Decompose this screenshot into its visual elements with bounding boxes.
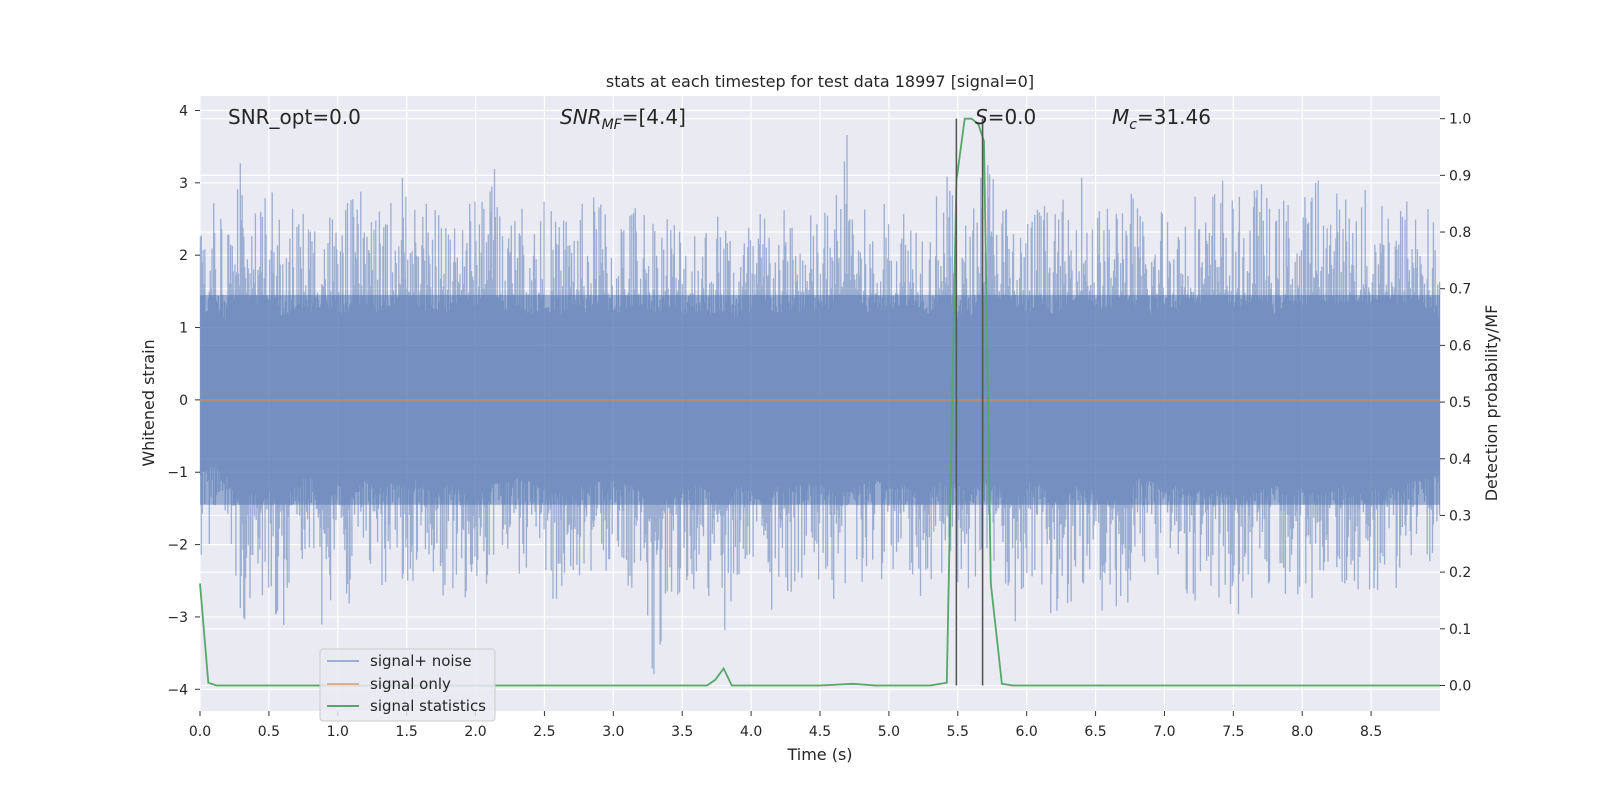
x-tick-label: 6.5 (1084, 724, 1106, 740)
y2-tick-label: 0.6 (1449, 338, 1471, 354)
x-tick-label: 3.0 (602, 724, 624, 740)
axes: 0.0 0.5 1.0 1.5 2.0 2.5 3.0 3.5 4.0 4.5 5.0 5.5 6.0 6… (167, 103, 1471, 740)
x-tick-label: 1.0 (327, 724, 349, 740)
x-tick-label: 8.5 (1360, 724, 1382, 740)
annotation-s: S=0.0 (975, 105, 1036, 129)
x-tick-label: 3.5 (671, 724, 693, 740)
y-tick-label: −1 (167, 465, 188, 481)
y2-tick-label: 0.3 (1449, 508, 1471, 524)
y-tick-label: 3 (179, 176, 188, 192)
x-tick-label: 4.0 (740, 724, 762, 740)
y-tick-label: 2 (179, 248, 188, 264)
x-tick-label: 0.0 (189, 724, 211, 740)
y-tick-label: −3 (167, 610, 188, 626)
y2-tick-label: 1.0 (1449, 112, 1471, 128)
x-tick-label: 4.5 (809, 724, 831, 740)
y-tick-label: −4 (167, 682, 188, 698)
legend-label-stats: signal statistics (370, 697, 486, 715)
y2-tick-label: 0.4 (1449, 452, 1471, 468)
chart-title: stats at each timestep for test data 189… (606, 72, 1034, 91)
legend-box (319, 648, 496, 722)
legend-label-signal: signal only (370, 675, 451, 693)
y2-axis-label: Detection probability/MF (1482, 305, 1501, 502)
y-tick-label: 0 (179, 393, 188, 409)
y-axis-label: Whitened strain (139, 339, 158, 466)
x-tick-label: 7.5 (1222, 724, 1244, 740)
y2-tick-label: 0.1 (1449, 622, 1471, 638)
x-tick-label: 8.0 (1291, 724, 1313, 740)
x-axis-label: Time (s) (786, 745, 852, 764)
y-tick-label: −2 (167, 538, 188, 554)
x-tick-label: 2.5 (533, 724, 555, 740)
legend-label-noise: signal+ noise (370, 652, 472, 670)
y2-tick-label: 0.9 (1449, 168, 1471, 184)
y2-tick-label: 0.8 (1449, 225, 1471, 241)
y2-tick-label: 0.7 (1449, 282, 1471, 298)
y2-tick-label: 0.0 (1449, 678, 1471, 694)
x-tick-label: 7.0 (1153, 724, 1175, 740)
x-tick-label: 5.5 (947, 724, 969, 740)
annotation-snr-mf: SNRMF=[4.4] (560, 105, 686, 133)
x-tick-label: 6.0 (1016, 724, 1038, 740)
y-tick-label: 4 (179, 103, 188, 119)
annotation-snr-opt: SNR_opt=0.0 (228, 105, 361, 129)
legend: signal+ noise signal only signal statist… (319, 648, 496, 722)
x-tick-label: 0.5 (258, 724, 280, 740)
vlines (955, 118, 984, 686)
y2-tick-label: 0.2 (1449, 565, 1471, 581)
x-tick-label: 5.0 (878, 724, 900, 740)
series-layer (199, 117, 1441, 687)
x-tick-label: 2.0 (464, 724, 486, 740)
annotation-chirp-mass: Mc=31.46 (1112, 105, 1211, 133)
x-tick-label: 1.5 (396, 724, 418, 740)
y2-tick-label: 0.5 (1449, 395, 1471, 411)
y-tick-label: 1 (179, 321, 188, 337)
